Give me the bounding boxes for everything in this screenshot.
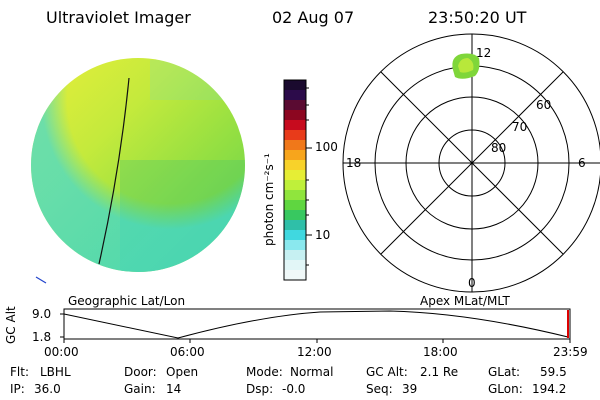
status-door-value: Open	[166, 365, 199, 379]
mlat-label-70: 70	[512, 120, 528, 134]
mlt-label-right: 6	[578, 156, 586, 170]
status-gain-value: 14	[166, 382, 182, 396]
colorbar-unit-label: photon cm⁻²s⁻¹	[262, 153, 276, 246]
colorbar-cell	[284, 140, 306, 151]
status-gain-key: Gain:	[124, 382, 156, 396]
apex-label: Apex MLat/MLT	[420, 294, 510, 308]
colorbar-cell	[284, 100, 306, 111]
colorbar-cell	[284, 230, 306, 241]
status-seq-key: Seq:	[366, 382, 393, 396]
colorbar-cell	[284, 150, 306, 161]
status-glat-value: 59.5	[540, 365, 567, 379]
mlt-label-left: 18	[346, 156, 362, 170]
status-flt-value: LBHL	[40, 365, 71, 379]
status-glon-value: 194.2	[532, 382, 567, 396]
instrument-title: Ultraviolet Imager	[46, 8, 191, 27]
colorbar-cell	[284, 240, 306, 251]
colorbar-tick-100: 100	[315, 140, 338, 154]
status-dsp-key: Dsp:	[246, 382, 274, 396]
altitude-curve	[63, 310, 569, 339]
status-ip-key: IP:	[10, 382, 25, 396]
status-glon-key: GLon:	[488, 382, 523, 396]
timeline-x-tick-4: 23:59	[553, 345, 588, 359]
status-door-key: Door:	[124, 365, 157, 379]
timeline-plot	[60, 308, 571, 343]
date-label: 02 Aug 07	[272, 8, 355, 27]
colorbar-cell	[284, 180, 306, 191]
status-glat-key: GLat:	[488, 365, 521, 379]
colorbar-tick-10: 10	[315, 228, 331, 242]
status-mode-key: Mode:	[246, 365, 283, 379]
mlat-label-80: 80	[491, 141, 507, 155]
colorbar-cell	[284, 220, 306, 231]
colorbar-cell	[284, 270, 306, 281]
status-ip-value: 36.0	[34, 382, 61, 396]
timeline-x-tick-3: 18:00	[423, 345, 458, 359]
colorbar-cell	[284, 260, 306, 271]
status-mode-value: Normal	[290, 365, 334, 379]
geographic-label: Geographic Lat/Lon	[68, 294, 186, 308]
colorbar	[283, 79, 312, 281]
earth-image	[31, 58, 245, 284]
colorbar-cell	[284, 170, 306, 181]
colorbar-cell	[284, 200, 306, 211]
mlt-label-bottom: 0	[468, 276, 476, 290]
timeline-x-tick-2: 12:00	[297, 345, 332, 359]
status-gcalt-key: GC Alt:	[366, 365, 408, 379]
colorbar-cell	[284, 210, 306, 221]
timeline-y-tick-top: 9.0	[32, 307, 52, 321]
colorbar-cell	[284, 110, 306, 121]
status-gcalt-value: 2.1 Re	[420, 365, 459, 379]
status-seq-value: 39	[402, 382, 418, 396]
status-dsp-value: -0.0	[282, 382, 306, 396]
terminator-line	[98, 77, 130, 265]
mlt-label-top: 12	[476, 46, 492, 60]
colorbar-cell	[284, 250, 306, 261]
timeline-x-tick-0: 00:00	[44, 345, 79, 359]
timeline-y-label: GC Alt	[4, 306, 18, 344]
auroral-blob	[452, 53, 480, 79]
colorbar-cell	[284, 80, 306, 91]
colorbar-cell	[284, 130, 306, 141]
mlat-label-60: 60	[536, 98, 552, 112]
time-label: 23:50:20 UT	[428, 8, 527, 27]
colorbar-cell	[284, 120, 306, 131]
status-flt-key: Flt:	[10, 365, 29, 379]
colorbar-cell	[284, 90, 306, 101]
colorbar-cell	[284, 160, 306, 171]
timeline-y-tick-bottom: 1.8	[32, 330, 52, 344]
timeline-x-tick-1: 06:00	[170, 345, 205, 359]
colorbar-cell	[284, 190, 306, 201]
